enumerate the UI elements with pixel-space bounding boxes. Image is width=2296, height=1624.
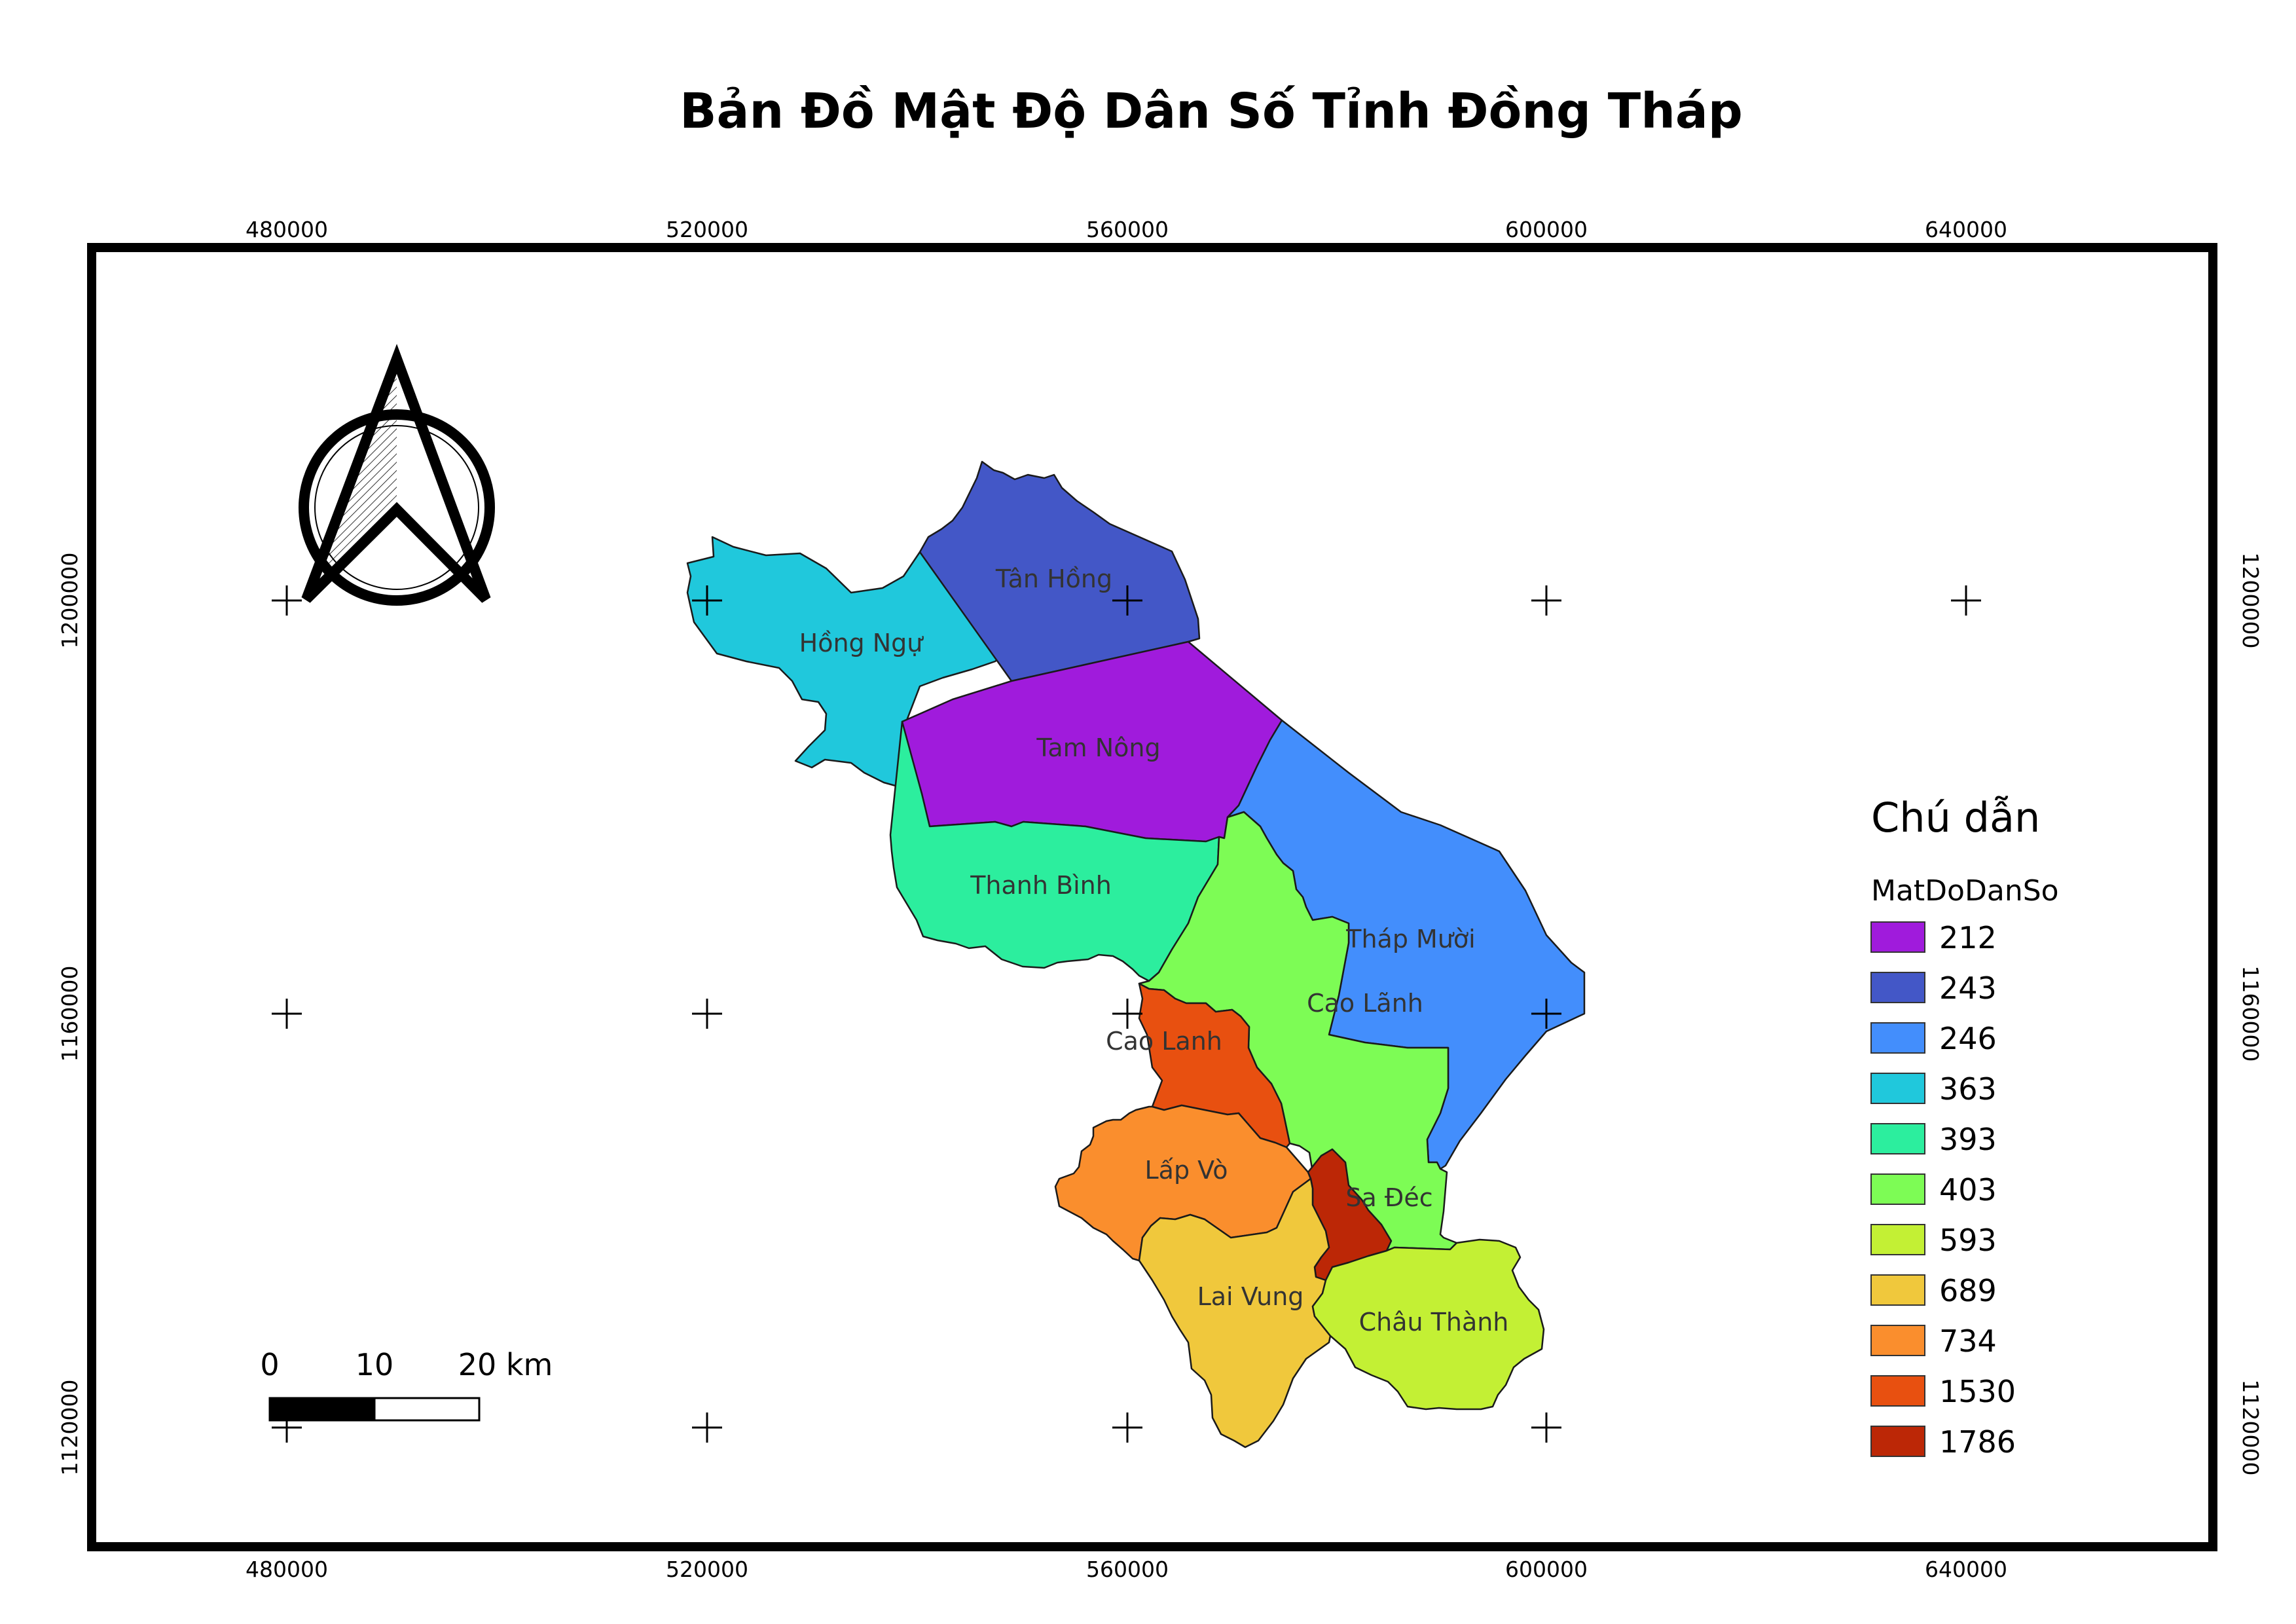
grid-cross xyxy=(692,1412,722,1443)
legend-label: 246 xyxy=(1939,1021,1997,1056)
grid-cross xyxy=(1531,1412,1561,1443)
y-coordinate-labels: 1200000 1160000 1120000 1200000 1160000 … xyxy=(57,553,2263,1476)
grid-cross xyxy=(1112,1412,1142,1443)
label-tan-hong: Tân Hồng xyxy=(995,564,1112,593)
district-thanh-binh[interactable] xyxy=(889,720,1220,982)
x-tick-bottom: 600000 xyxy=(1505,1557,1588,1582)
grid-cross xyxy=(1531,585,1561,616)
legend-title: Chú dẫn xyxy=(1871,794,2040,841)
label-thanh-binh: Thanh Bình xyxy=(970,871,1112,900)
label-cao-lanh-tp: Cao Lanh xyxy=(1106,1027,1222,1056)
label-chau-thanh: Châu Thành xyxy=(1359,1308,1509,1337)
grid-cross xyxy=(1531,999,1561,1029)
x-tick-bottom: 640000 xyxy=(1925,1557,2007,1582)
x-tick-bottom: 480000 xyxy=(246,1557,328,1582)
legend-swatch xyxy=(1870,1224,1925,1255)
map-title: Bản Đồ Mật Độ Dân Số Tỉnh Đồng Tháp xyxy=(680,83,1743,139)
label-thap-muoi: Tháp Mười xyxy=(1345,925,1475,953)
legend-swatch xyxy=(1870,1173,1925,1205)
scale-label-0: 0 xyxy=(260,1347,279,1382)
scale-label-10: 10 xyxy=(355,1347,394,1382)
grid-cross xyxy=(692,585,722,616)
district-polygons xyxy=(686,460,1586,1449)
grid-cross xyxy=(692,999,722,1029)
x-tick-top: 480000 xyxy=(246,217,328,242)
legend-swatch xyxy=(1870,1325,1925,1356)
legend-items: 212 243 246 363 393 403 593 689 734 1530 1786 xyxy=(1870,920,2016,1460)
legend-label: 734 xyxy=(1939,1323,1997,1359)
scale-bar: 0 10 20 km xyxy=(260,1347,553,1422)
label-cao-lanh-huyen: Cao Lãnh xyxy=(1307,989,1423,1018)
x-tick-top: 600000 xyxy=(1505,217,1588,242)
label-lap-vo: Lấp Vò xyxy=(1145,1156,1228,1185)
y-tick-right: 1120000 xyxy=(2238,1380,2263,1476)
scale-label-20: 20 km xyxy=(458,1347,553,1382)
y-tick-right: 1160000 xyxy=(2238,966,2263,1062)
legend-label: 1530 xyxy=(1939,1374,2016,1409)
y-tick-left: 1200000 xyxy=(57,553,82,649)
x-tick-bottom: 560000 xyxy=(1086,1557,1169,1582)
legend-swatch xyxy=(1870,1375,1925,1407)
y-tick-left: 1120000 xyxy=(57,1380,82,1476)
x-tick-bottom: 520000 xyxy=(666,1557,748,1582)
legend-label: 212 xyxy=(1939,920,1997,955)
district-chau-thanh[interactable] xyxy=(1311,1238,1545,1411)
legend-field: MatDoDanSo xyxy=(1871,874,2059,908)
x-tick-top: 560000 xyxy=(1086,217,1169,242)
label-hong-ngu: Hồng Ngự xyxy=(799,629,924,657)
x-coordinate-labels: 480000 520000 560000 600000 640000 48000… xyxy=(246,217,2007,1582)
x-tick-top: 640000 xyxy=(1925,217,2007,242)
y-tick-left: 1160000 xyxy=(57,966,82,1062)
label-tam-nong: Tam Nông xyxy=(1036,733,1160,762)
district-tan-hong[interactable] xyxy=(919,460,1201,682)
scale-segment-black xyxy=(268,1397,376,1422)
legend-swatch xyxy=(1870,921,1925,953)
x-tick-top: 520000 xyxy=(666,217,748,242)
legend-label: 593 xyxy=(1939,1223,1997,1258)
legend-label: 1786 xyxy=(1939,1424,2016,1460)
grid-cross xyxy=(1112,585,1142,616)
legend-label: 243 xyxy=(1939,970,1997,1006)
label-lai-vung: Lai Vung xyxy=(1197,1282,1304,1311)
legend-label: 393 xyxy=(1939,1122,1997,1157)
grid-crosses xyxy=(272,585,1981,1443)
grid-cross xyxy=(272,585,302,616)
north-arrow-icon xyxy=(299,344,495,606)
grid-cross xyxy=(272,999,302,1029)
legend: Chú dẫn MatDoDanSo 212 243 246 363 393 403 593… xyxy=(1870,794,2059,1460)
legend-swatch xyxy=(1870,1426,1925,1457)
label-sa-dec: Sa Đéc xyxy=(1345,1183,1432,1212)
y-tick-right: 1200000 xyxy=(2238,553,2263,649)
legend-label: 403 xyxy=(1939,1172,1997,1208)
legend-label: 689 xyxy=(1939,1273,1997,1308)
legend-swatch xyxy=(1870,1274,1925,1306)
scale-segment-white xyxy=(373,1397,481,1422)
district-lap-vo[interactable] xyxy=(1054,1104,1312,1262)
grid-cross xyxy=(1112,999,1142,1029)
legend-swatch xyxy=(1870,1022,1925,1054)
district-hong-ngu[interactable] xyxy=(686,536,1013,787)
legend-swatch xyxy=(1870,1073,1925,1104)
grid-cross xyxy=(1951,585,1981,616)
legend-label: 363 xyxy=(1939,1071,1997,1107)
legend-swatch xyxy=(1870,1123,1925,1154)
district-labels: Hồng Ngự Tân Hồng Tam Nông Thanh Bình Th… xyxy=(799,564,1509,1337)
legend-swatch xyxy=(1870,972,1925,1003)
